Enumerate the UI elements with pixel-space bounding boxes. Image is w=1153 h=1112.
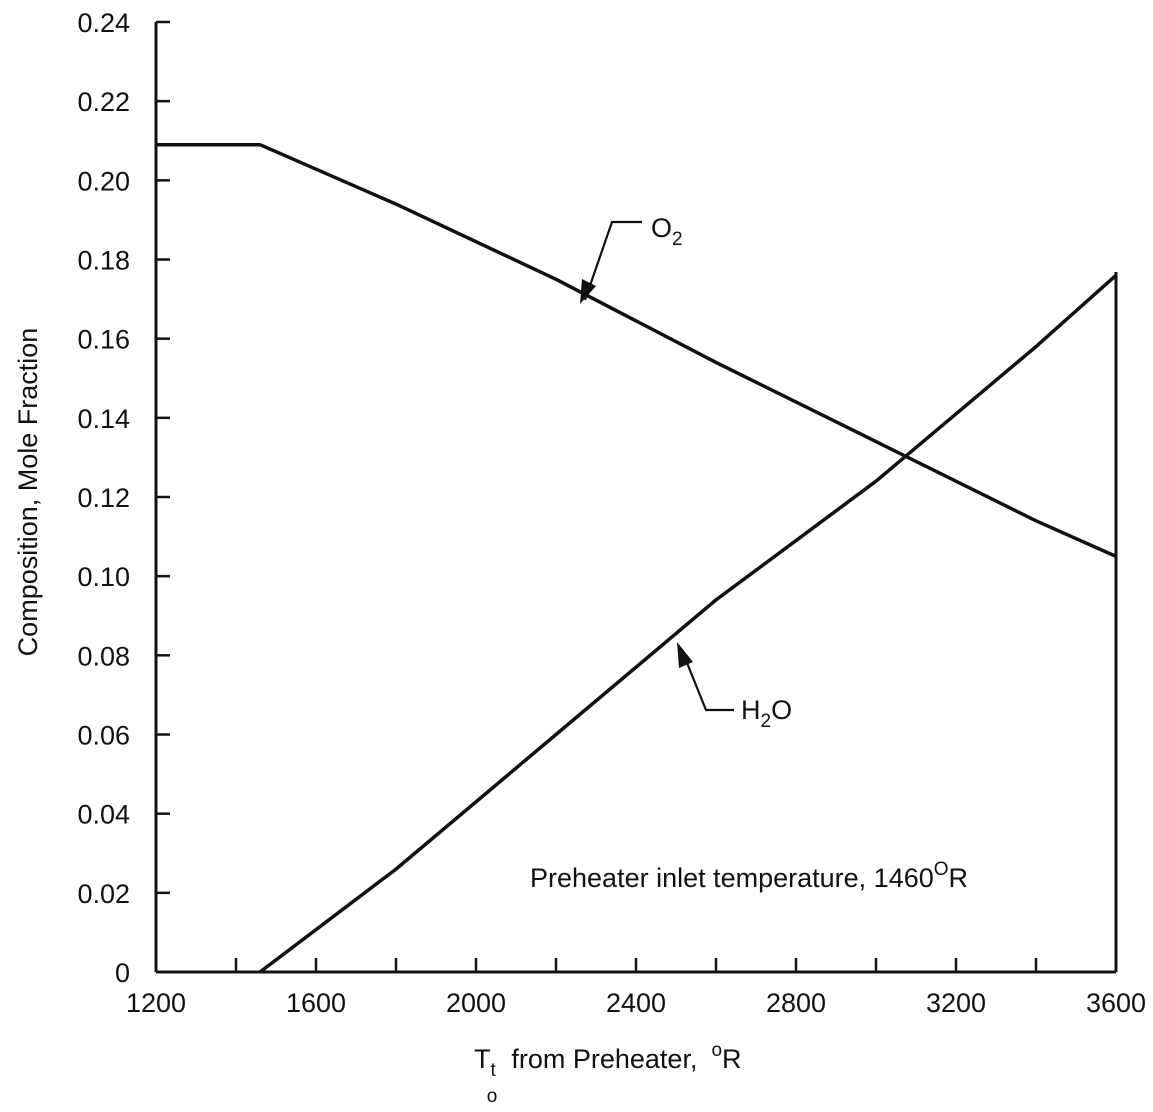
h2o-leader-line [679, 647, 734, 712]
annotation-sup: O [934, 859, 949, 880]
annotation-unit: R [949, 863, 969, 893]
y-tick-label: 0.02 [77, 879, 130, 909]
o2-label: O2 [651, 213, 683, 250]
x-tick-label: 3600 [1086, 988, 1146, 1018]
x-axis-title-text: from Preheater, [511, 1044, 697, 1074]
y-tick-label: 0.06 [77, 721, 130, 751]
series [156, 142, 1118, 974]
y-tick-label: 0.12 [77, 483, 130, 513]
y-tick-label: 0.20 [77, 166, 130, 196]
o2-label-main: O [651, 213, 672, 243]
x-axis-title-sub1: t [491, 1060, 497, 1081]
y-tick-label: 0.22 [77, 87, 130, 117]
x-tick-label: 3200 [926, 988, 986, 1018]
ticks: 0 0.02 0.04 0.06 0.08 0.10 0.12 0.14 0.16 0.18 0.2… [77, 8, 1146, 1018]
y-tick-label: 0.16 [77, 325, 130, 355]
y-tick-label: 0.18 [77, 246, 130, 276]
y-tick-label: 0.24 [77, 8, 130, 38]
annotation-main: Preheater inlet temperature, 1460 [530, 863, 934, 893]
x-axis-title: Tt ofrom Preheater, oR [474, 1040, 742, 1107]
h2o-label: H2O [741, 695, 792, 732]
o2-arrowhead [580, 279, 596, 304]
x-tick-label: 2000 [446, 988, 506, 1018]
y-axis-title: Composition, Mole Fraction [13, 328, 43, 657]
x-tick-label: 2400 [606, 988, 666, 1018]
h2o-label-tail: O [771, 695, 792, 725]
y-tick-label: 0.14 [77, 404, 130, 434]
y-tick-label: 0.04 [77, 800, 130, 830]
h2o-arrowhead [677, 642, 693, 668]
series-line-o2 [156, 142, 1117, 558]
o2-leader-line [583, 220, 642, 301]
annotation-text: Preheater inlet temperature, 1460OR [530, 859, 968, 893]
series-line-h2o [258, 273, 1118, 974]
axes [154, 22, 1118, 974]
o2-label-sub: 2 [672, 229, 683, 250]
x-tick-label: 1200 [126, 988, 186, 1018]
h2o-label-sub: 2 [761, 711, 772, 732]
x-axis-title-sub2: o [487, 1086, 498, 1107]
y-tick-label: 0.10 [77, 562, 130, 592]
x-axis-title-unit: R [722, 1044, 742, 1074]
x-axis-title-main: T [474, 1044, 491, 1074]
y-tick-label: 0 [115, 958, 130, 988]
x-axis-title-unit-sup: o [711, 1040, 722, 1061]
h2o-label-main: H [741, 695, 761, 725]
x-tick-label: 1600 [286, 988, 346, 1018]
y-tick-label: 0.08 [77, 641, 130, 671]
x-tick-label: 2800 [766, 988, 826, 1018]
